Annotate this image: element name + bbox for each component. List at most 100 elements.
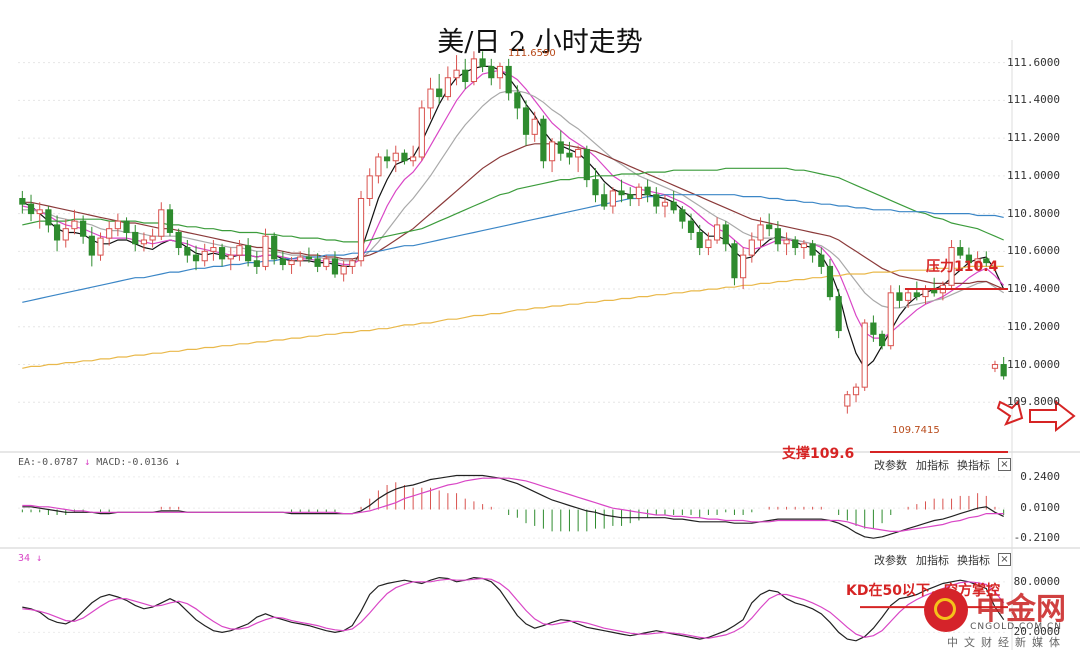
candle-body [184, 247, 191, 256]
low-price-label: 109.7415 [892, 425, 940, 436]
kd-change-params-button[interactable]: 改参数 [874, 554, 907, 567]
kd-header: 34 ↓ [18, 553, 42, 564]
macd-tick-label: 0.0100 [1020, 501, 1060, 515]
kd-k-line [22, 576, 1005, 642]
kd-tick-label: 20.0000 [1013, 625, 1060, 639]
candle-body [357, 197, 365, 262]
macd-close-icon[interactable]: × [998, 458, 1011, 471]
macd-change-params-button[interactable]: 改参数 [874, 459, 907, 472]
candle-body [835, 296, 842, 332]
candle-body [974, 258, 981, 264]
y-tick-label: 111.4000 [1007, 93, 1060, 107]
candle-body [427, 88, 434, 109]
candle-body [748, 239, 755, 256]
candle-body [210, 247, 217, 252]
candle-body [97, 237, 104, 256]
kd-swap-indicator-button[interactable]: 换指标 [957, 554, 990, 567]
candle-body [218, 247, 226, 260]
candle-body [722, 224, 729, 245]
candle-body [548, 141, 556, 162]
candle-body [375, 156, 382, 177]
candle-body [1000, 364, 1007, 377]
candle-body [271, 235, 278, 260]
candle-body [887, 292, 894, 347]
macd-tick-label: -0.2100 [1013, 531, 1060, 545]
candle-body [592, 179, 599, 196]
moving-average-line [22, 167, 1004, 243]
candle-body [106, 228, 113, 239]
candle-body [792, 239, 799, 249]
candle-body [410, 156, 417, 162]
candle-body [583, 148, 590, 181]
candle-body [175, 231, 182, 249]
candle-body [505, 65, 512, 94]
candle-body [783, 239, 790, 245]
moving-average-line [22, 194, 1004, 303]
down-arrow-icon: ↓ [168, 457, 181, 468]
candle-body [861, 322, 868, 388]
candle-body [661, 201, 669, 207]
candle-body [922, 288, 929, 298]
candle-body [453, 69, 460, 79]
candle-body [462, 69, 469, 83]
candle-body [479, 58, 486, 67]
chart-title: 美/日 2 小时走势 [437, 27, 643, 58]
candle-body [731, 243, 738, 279]
candle-body [522, 107, 530, 135]
candle-body [653, 194, 660, 207]
moving-average-line [22, 265, 1004, 369]
candle-body [679, 209, 686, 222]
peak-price-label: 111.6590 [508, 48, 556, 59]
candle-body [201, 250, 208, 262]
candle-body [192, 254, 200, 262]
cngold-logo-icon [924, 588, 968, 632]
kd-add-indicator-button[interactable]: 加指标 [916, 554, 949, 567]
candle-body [740, 254, 747, 279]
candle-body [557, 141, 564, 154]
candle-body [878, 333, 886, 347]
candle-body [531, 118, 538, 135]
candle-body [496, 65, 504, 79]
candle-body [635, 186, 643, 199]
candle-body [53, 224, 61, 241]
candle-body [713, 224, 721, 241]
candle-body [800, 243, 808, 249]
support-label: 支撑109.6 [782, 446, 855, 462]
candle-body [366, 175, 373, 199]
y-tick-label: 111.6000 [1007, 55, 1060, 69]
candle-body [826, 265, 834, 298]
candle-body [983, 258, 990, 264]
candle-body [436, 88, 443, 98]
y-tick-label: 110.6000 [1007, 244, 1060, 258]
candle-body [852, 386, 860, 396]
watermark-brand: 中金网 [976, 592, 1066, 627]
down-arrow-icon: ↓ [78, 457, 97, 468]
candle-body [991, 364, 999, 369]
watermark-tagline: 中文财经新媒体 [947, 636, 1066, 649]
y-tick-label: 111.0000 [1007, 168, 1060, 182]
candle-body [19, 197, 26, 205]
candle-body [227, 254, 234, 260]
kd-d-line [22, 577, 1005, 639]
macd-add-indicator-button[interactable]: 加指标 [916, 459, 949, 472]
candle-body [870, 322, 877, 335]
y-tick-label: 111.2000 [1007, 131, 1060, 145]
candle-body [540, 118, 547, 162]
moving-average-line [22, 90, 1005, 309]
macd-dea-label: EA:-0.0787 [18, 457, 79, 468]
candle-body [140, 239, 148, 245]
candle-body [418, 107, 425, 158]
candle-body [80, 220, 87, 237]
resistance-label: 压力110.4 [926, 259, 999, 275]
candle-body [166, 209, 174, 233]
down-arrow-icon [996, 400, 1024, 426]
candle-body [88, 235, 95, 256]
macd-value-label: MACD:-0.0136 [96, 457, 169, 468]
y-tick-label: 109.8000 [1007, 395, 1060, 409]
y-tick-label: 110.0000 [1007, 357, 1060, 371]
candle-body [340, 265, 347, 275]
macd-swap-indicator-button[interactable]: 换指标 [957, 459, 990, 472]
kd-close-icon[interactable]: × [998, 553, 1011, 566]
candle-body [279, 258, 286, 266]
